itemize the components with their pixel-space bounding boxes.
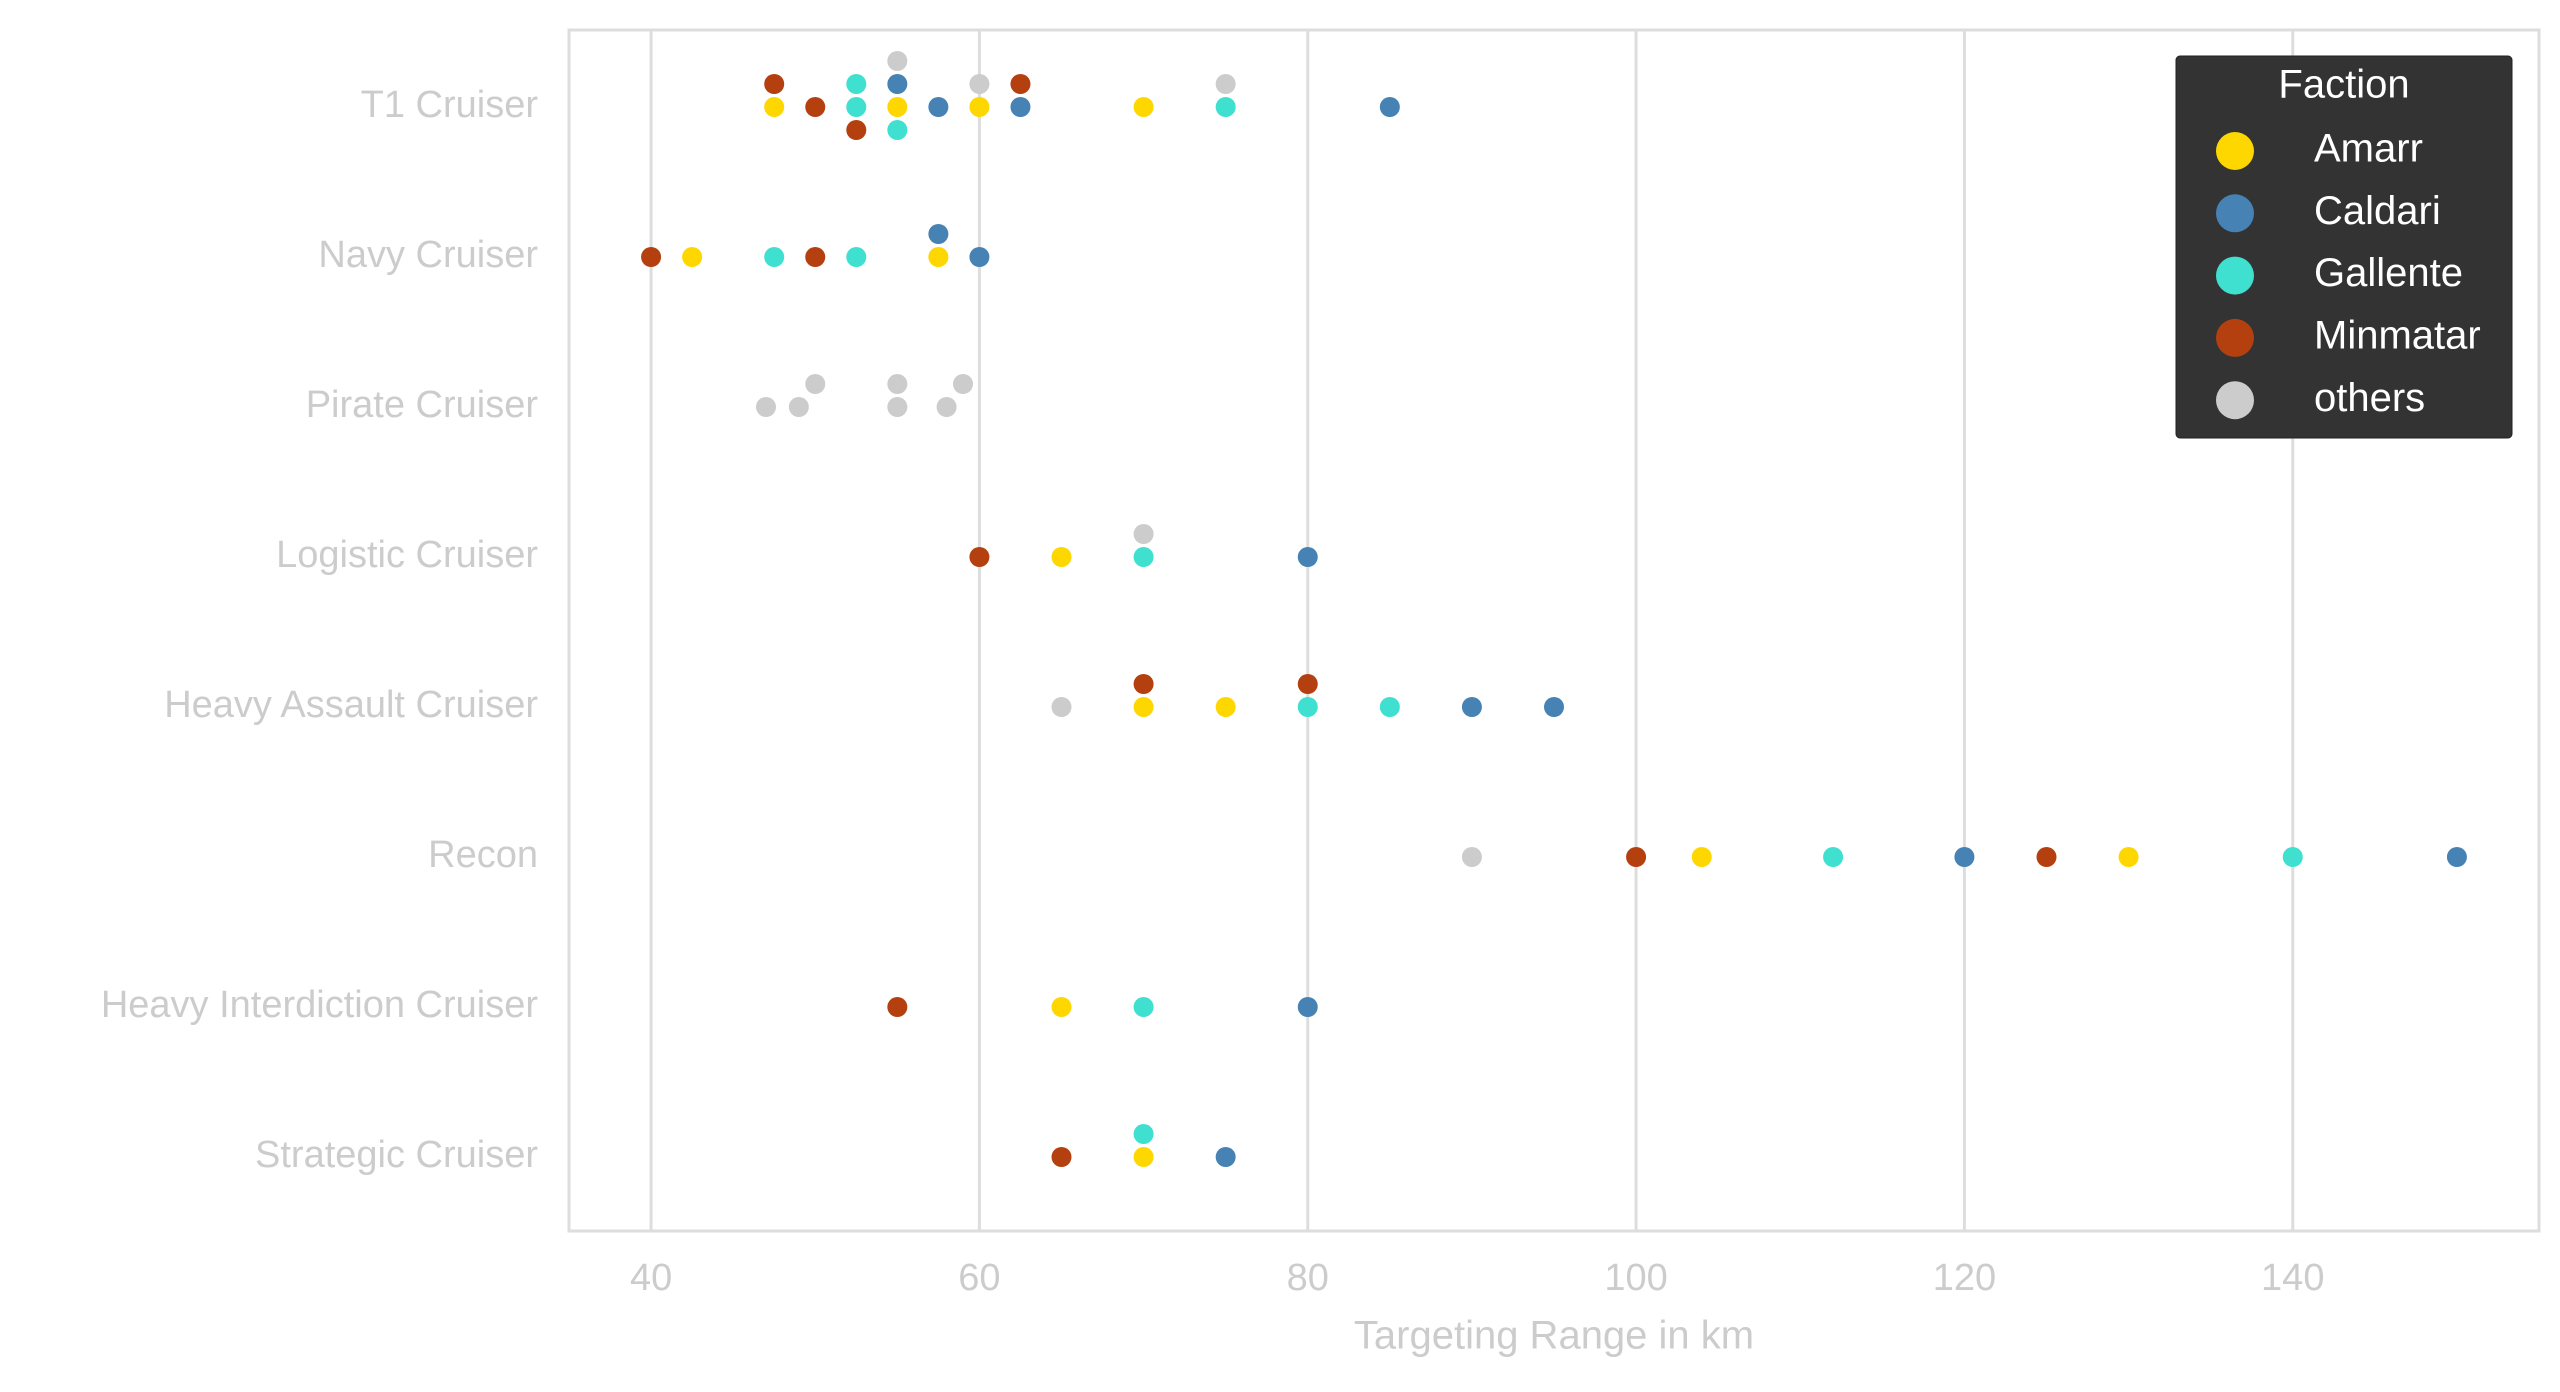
- data-point: [1215, 97, 1236, 117]
- data-point: [1051, 1147, 1072, 1167]
- data-point: [2282, 847, 2303, 867]
- data-point: [936, 397, 957, 417]
- data-point: [887, 997, 908, 1017]
- data-point: [1133, 997, 1154, 1017]
- legend-label: others: [2314, 376, 2425, 420]
- data-point: [2118, 847, 2139, 867]
- data-point: [887, 397, 908, 417]
- data-point: [887, 51, 908, 71]
- y-tick-label: Pirate Cruiser: [306, 384, 539, 426]
- data-point: [805, 374, 826, 394]
- legend-marker: [2216, 318, 2254, 357]
- legend-label: Gallente: [2314, 251, 2463, 295]
- data-point: [1379, 97, 1400, 117]
- data-point: [1133, 524, 1154, 544]
- data-point: [764, 97, 785, 117]
- legend-marker: [2216, 256, 2254, 295]
- data-point: [846, 74, 867, 94]
- data-point: [1010, 97, 1031, 117]
- x-tick-label: 40: [630, 1257, 672, 1299]
- y-tick-label: Heavy Interdiction Cruiser: [101, 984, 539, 1026]
- data-point: [1215, 1147, 1236, 1167]
- data-point: [1051, 697, 1072, 717]
- data-point: [928, 247, 949, 267]
- data-point: [887, 97, 908, 117]
- data-point: [969, 547, 990, 567]
- y-tick-label: Heavy Assault Cruiser: [164, 684, 538, 726]
- data-point: [1133, 547, 1154, 567]
- data-point: [887, 120, 908, 140]
- legend-label: Amarr: [2314, 127, 2423, 171]
- x-tick-label: 100: [1604, 1257, 1667, 1299]
- y-tick-label: Recon: [428, 834, 538, 876]
- data-point: [1010, 74, 1031, 94]
- data-point: [2446, 847, 2467, 867]
- x-tick-label: 60: [958, 1257, 1000, 1299]
- data-point: [887, 374, 908, 394]
- legend-box: [2175, 55, 2513, 439]
- data-point: [1379, 697, 1400, 717]
- data-point: [805, 97, 826, 117]
- data-point: [969, 97, 990, 117]
- data-point: [1297, 697, 1318, 717]
- data-point: [1297, 547, 1318, 567]
- legend-marker: [2216, 132, 2254, 170]
- data-point: [969, 74, 990, 94]
- y-tick-label: Navy Cruiser: [318, 234, 538, 276]
- legend-marker: [2216, 194, 2254, 233]
- data-point: [764, 247, 785, 267]
- data-point: [1297, 674, 1318, 694]
- data-point: [1544, 697, 1564, 717]
- data-point: [928, 224, 949, 244]
- x-tick-label: 140: [2261, 1257, 2324, 1299]
- data-point: [1051, 997, 1072, 1017]
- data-point: [1133, 1124, 1154, 1144]
- plot-frame: [567, 28, 2541, 1233]
- data-point: [1133, 1147, 1154, 1167]
- legend: Faction Amarr Caldari Gallente Minmatar other…: [2175, 55, 2513, 439]
- legend-label: Minmatar: [2314, 313, 2481, 357]
- data-point: [2036, 847, 2057, 867]
- data-point: [1823, 847, 1844, 867]
- y-tick-label: T1 Cruiser: [361, 84, 539, 126]
- x-tick-label: 80: [1287, 1257, 1329, 1299]
- legend-marker: [2216, 381, 2254, 420]
- data-point: [1297, 997, 1318, 1017]
- x-tick-label: 120: [1933, 1257, 1996, 1299]
- data-point: [1626, 847, 1647, 867]
- data-point: [1461, 847, 1482, 867]
- data-point: [1133, 697, 1154, 717]
- data-point: [1691, 847, 1712, 867]
- data-point: [969, 247, 990, 267]
- legend-title: Faction: [2278, 63, 2409, 107]
- data-point: [953, 374, 973, 394]
- data-point: [682, 247, 703, 267]
- data-point: [641, 247, 662, 267]
- data-point: [764, 74, 785, 94]
- data-point: [1215, 697, 1236, 717]
- data-point: [788, 397, 809, 417]
- y-tick-label: Logistic Cruiser: [276, 534, 538, 576]
- data-point: [756, 397, 776, 417]
- data-point: [846, 97, 867, 117]
- data-point: [805, 247, 826, 267]
- data-point: [1133, 674, 1154, 694]
- data-point: [928, 97, 949, 117]
- data-point: [1051, 547, 1072, 567]
- data-point: [1461, 697, 1482, 717]
- data-point: [887, 74, 908, 94]
- x-axis-label: Targeting Range in km: [1354, 1314, 1754, 1358]
- data-point: [1215, 74, 1236, 94]
- legend-label: Caldari: [2314, 189, 2441, 233]
- data-point: [846, 247, 867, 267]
- data-point: [1133, 97, 1154, 117]
- data-point: [846, 120, 867, 140]
- data-point: [1954, 847, 1975, 867]
- y-tick-label: Strategic Cruiser: [255, 1134, 538, 1176]
